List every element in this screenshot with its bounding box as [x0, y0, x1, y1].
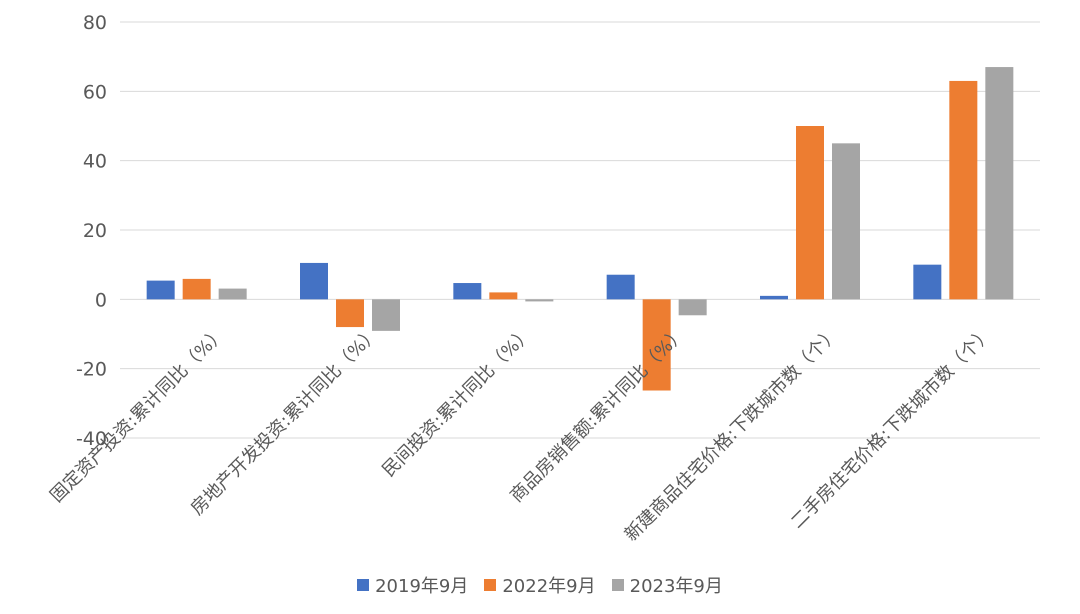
legend-swatch [484, 579, 497, 591]
legend-item: 2023年9月 [611, 572, 723, 598]
bar-1-5 [760, 295, 788, 300]
bar-1-4 [606, 274, 635, 300]
bar-1-6 [913, 264, 942, 300]
legend-swatch [611, 579, 624, 591]
legend: 2019年9月 2022年9月 2023年9月 [0, 572, 1080, 598]
bar-chart: -40 -20 0 20 40 60 80 固定资产投资:累计同比（%）房地产开发投资:累计同… [46, 12, 1040, 545]
bar-2-1 [182, 278, 211, 300]
legend-label: 2022年9月 [502, 576, 596, 597]
bar-1-3 [453, 283, 482, 300]
legend-item: 2019年9月 [357, 572, 468, 598]
bar-2-6 [949, 80, 978, 300]
bar-3-6 [985, 67, 1014, 300]
y-tick-label: -40 [76, 428, 107, 450]
bar-2-5 [796, 126, 824, 300]
y-tick-label: 40 [83, 151, 107, 173]
legend-item: 2022年9月 [484, 572, 596, 598]
bar-2-2 [336, 299, 364, 328]
y-tick-label: 80 [83, 12, 107, 34]
bar-2-4 [642, 299, 671, 391]
x-category-label: 商品房销售额:累计同比（%） [506, 323, 690, 507]
bar-1-2 [300, 262, 328, 300]
bar-3-4 [678, 299, 707, 316]
bar-3-3 [525, 299, 554, 302]
x-category-label: 固定资产投资:累计同比（%） [46, 323, 230, 507]
legend-label: 2019年9月 [375, 576, 469, 597]
y-tick-label: 20 [83, 220, 107, 242]
y-tick-label: 60 [83, 81, 107, 103]
bar-1-1 [146, 280, 175, 300]
x-category-label: 民间投资:累计同比（%） [378, 323, 537, 482]
legend-swatch [357, 579, 370, 591]
bar-3-2 [372, 299, 400, 331]
bar-3-1 [218, 288, 247, 300]
y-tick-label: -20 [76, 359, 107, 381]
bar-3-5 [832, 143, 860, 300]
bar-2-3 [489, 292, 518, 300]
x-category-label: 房地产开发投资:累计同比（%） [187, 323, 384, 520]
legend-label: 2023年9月 [629, 576, 723, 597]
y-tick-label: 0 [95, 289, 107, 311]
